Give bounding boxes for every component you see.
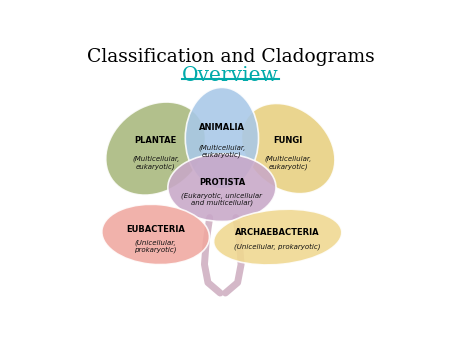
Text: (Unicellular, prokaryotic): (Unicellular, prokaryotic) <box>234 244 321 250</box>
Text: (Multicellular,
eukaryotic): (Multicellular, eukaryotic) <box>198 144 246 158</box>
Text: (Multicellular,
eukaryotic): (Multicellular, eukaryotic) <box>265 156 312 170</box>
Text: (Eukaryotic, unicellular
and multicellular): (Eukaryotic, unicellular and multicellul… <box>181 192 262 207</box>
Text: (Multicellular,
eukaryotic): (Multicellular, eukaryotic) <box>132 156 180 170</box>
Ellipse shape <box>241 103 335 194</box>
Ellipse shape <box>214 209 342 265</box>
Text: EUBACTERIA: EUBACTERIA <box>126 225 185 234</box>
Text: ANIMALIA: ANIMALIA <box>199 123 245 132</box>
Text: ARCHAEBACTERIA: ARCHAEBACTERIA <box>235 228 320 237</box>
Ellipse shape <box>185 88 258 189</box>
Ellipse shape <box>106 102 206 195</box>
Ellipse shape <box>102 204 209 265</box>
Ellipse shape <box>168 154 276 221</box>
Text: PLANTAE: PLANTAE <box>135 136 177 145</box>
Text: FUNGI: FUNGI <box>274 136 303 145</box>
Text: Classification and Cladograms: Classification and Cladograms <box>87 48 374 67</box>
Text: PROTISTA: PROTISTA <box>199 178 245 187</box>
Text: Overview: Overview <box>182 66 279 85</box>
Text: (Unicellular,
prokaryotic): (Unicellular, prokaryotic) <box>135 239 177 253</box>
